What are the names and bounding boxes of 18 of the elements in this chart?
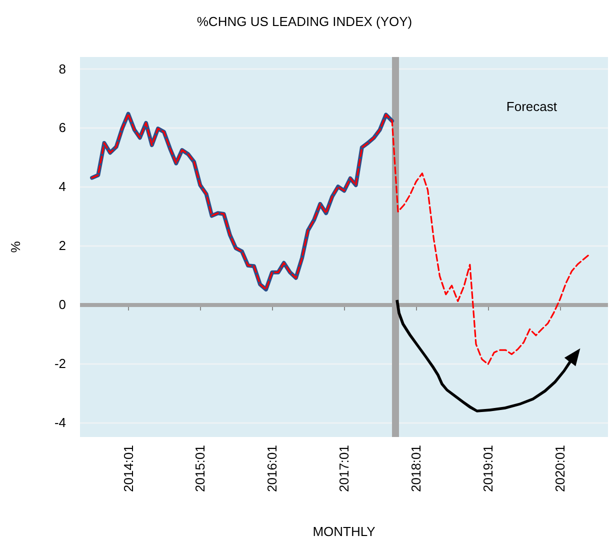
x-tick-label: 2019:01 [480, 445, 496, 492]
x-axis-title: MONTHLY [312, 524, 376, 539]
x-tick-label: 2017:01 [336, 445, 352, 492]
x-tick-label: 2015:01 [192, 445, 208, 492]
y-tick-label: -2 [54, 356, 66, 371]
x-tick-label: 2014:01 [120, 445, 136, 492]
x-tick-label: 2020:01 [552, 445, 568, 492]
y-tick-label: 6 [58, 120, 66, 136]
chart-title: %CHNG US LEADING INDEX (YOY) [196, 14, 412, 29]
annotation: Forecast [506, 99, 558, 114]
y-axis-title: % [8, 240, 23, 253]
y-tick-label: 2 [58, 238, 66, 254]
x-tick-label: 2016:01 [264, 445, 280, 492]
y-tick-label: 4 [58, 179, 66, 194]
y-tick-label: -4 [54, 414, 66, 430]
y-tick-label: 8 [58, 61, 66, 76]
y-tick-label: 0 [58, 296, 66, 312]
x-tick-label: 2018:01 [408, 445, 424, 492]
